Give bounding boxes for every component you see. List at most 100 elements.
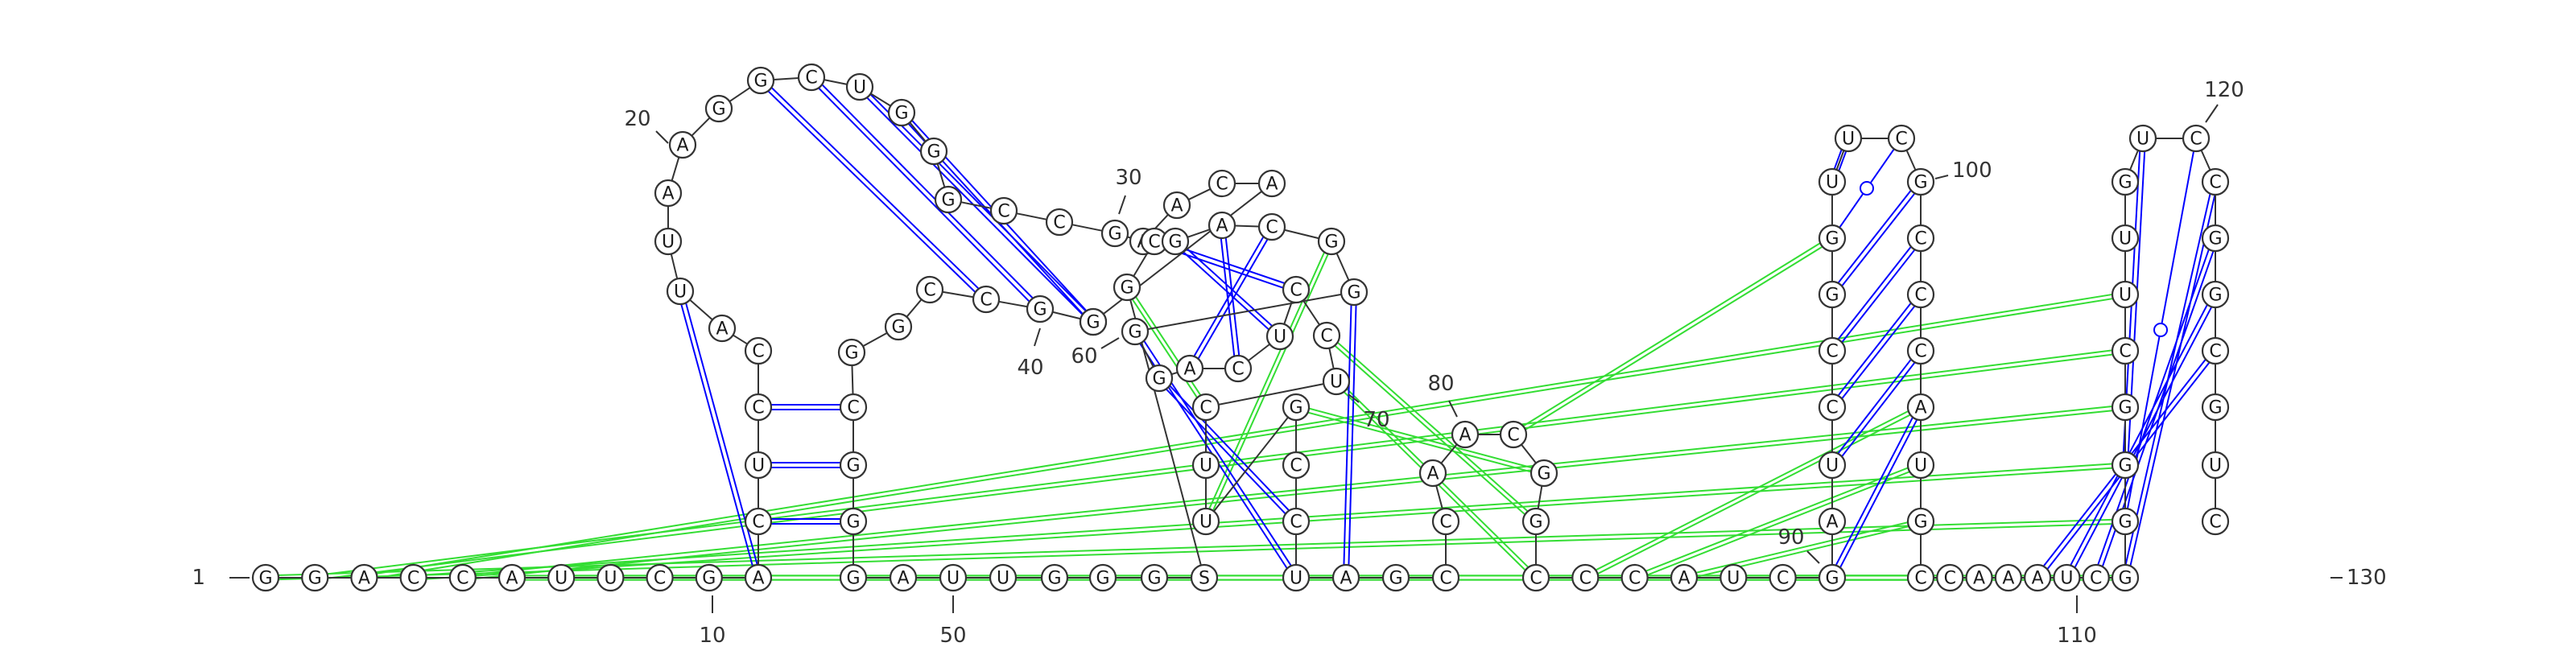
nucleotide-letter-81: C <box>1507 426 1519 446</box>
nucleotide-letter-98: U <box>1842 130 1855 150</box>
nucleotide-letter-18: U <box>662 233 675 253</box>
nucleotide-77: C <box>1431 563 1460 592</box>
backbone-segment-38 <box>942 290 974 299</box>
nucleotide-118: C <box>2111 336 2140 365</box>
nucleotide-letter-125: G <box>2208 229 2222 249</box>
nucleotide-123: C <box>2182 124 2211 153</box>
nucleotide-letter-12: C <box>752 513 764 533</box>
nucleotide-circle-103 <box>1906 336 1935 365</box>
base-pair-93-102-a <box>1841 305 1916 399</box>
nucleotide-circle-55 <box>1161 227 1190 256</box>
nucleotide-circle-16 <box>708 314 737 343</box>
number-label-90: 90 <box>1777 525 1804 550</box>
nucleotide-circle-2 <box>301 563 329 592</box>
nucleotide-109: A <box>1965 563 1993 592</box>
nucleotide-circle-20 <box>668 130 697 159</box>
nucleotide-103: C <box>1906 336 1935 365</box>
nucleotide-17: U <box>666 277 695 306</box>
nucleotide-letter-106: G <box>1913 513 1927 533</box>
nucleotide-circle-40 <box>884 312 913 341</box>
nucleotide-letter-85: C <box>1579 569 1591 589</box>
nucleotide-circle-124 <box>2201 167 2230 196</box>
nucleotide-50: G <box>1088 563 1117 592</box>
nucleotide-48: U <box>989 563 1018 592</box>
nucleotide-letter-11: A <box>752 569 764 589</box>
nucleotide-circle-5 <box>448 563 477 592</box>
nucleotide-56: A <box>1208 211 1236 240</box>
tertiary-interaction-1-115-b <box>265 518 2125 577</box>
nucleotide-letter-46: A <box>897 569 909 589</box>
nucleotide-42: C <box>839 393 868 422</box>
nucleotide-letter-121: G <box>2118 173 2132 193</box>
nucleotide-circle-39 <box>915 275 944 304</box>
nucleotide-9: C <box>646 563 674 592</box>
nucleotide-letter-115: G <box>2118 513 2132 533</box>
nucleotide-circle-101 <box>1906 224 1935 253</box>
nucleotide-88: U <box>1719 563 1748 592</box>
nucleotide-letter-42: C <box>847 398 859 418</box>
nucleotide-circle-48 <box>989 563 1018 592</box>
nucleotide-circle-110 <box>1994 563 2022 592</box>
nucleotide-95: G <box>1818 280 1847 309</box>
nucleotide-circle-33 <box>1208 169 1236 198</box>
nucleotide-letter-24: U <box>853 78 866 98</box>
tertiary-interaction-85-104-a <box>1586 408 1922 581</box>
nucleotide-47: U <box>939 563 968 592</box>
base-pair-90-104-b <box>1835 417 1913 566</box>
nucleotide-circle-93 <box>1818 393 1847 422</box>
backbone-segment-22 <box>773 77 799 80</box>
nucleotide-63: C <box>1224 354 1253 383</box>
nucleotide-letter-80: A <box>1459 426 1471 446</box>
nucleotide-letter-84: C <box>1530 569 1542 589</box>
nucleotide-letter-87: A <box>1678 569 1690 589</box>
nucleotide-letter-62: A <box>1183 360 1195 380</box>
nucleotide-30: G <box>1100 219 1129 248</box>
backbone-segment-61 <box>1170 371 1179 376</box>
nucleotide-letter-94: C <box>1826 342 1838 362</box>
nucleotide-44: G <box>839 507 868 536</box>
backbone-segment-82 <box>1537 485 1543 509</box>
nucleotide-52: S <box>1190 563 1219 592</box>
nucleotide-letter-101: C <box>1914 229 1926 249</box>
nucleotide-67: U <box>1322 367 1351 396</box>
nucleotide-1: G <box>251 563 280 592</box>
nucleotide-26: G <box>919 137 948 166</box>
tertiary-interaction-66-83-a <box>1324 336 1535 524</box>
number-label-110: 110 <box>2057 624 2097 648</box>
base-pair-90-104-a <box>1839 419 1918 568</box>
nucleotide-letter-112: U <box>2060 569 2073 589</box>
nucleotide-letter-55: G <box>1168 233 1182 253</box>
backbone-segment-56 <box>1234 224 1260 228</box>
nucleotide-circle-62 <box>1175 354 1204 383</box>
base-pair-95-100-a <box>1841 192 1916 286</box>
nucleotide-108: C <box>1936 563 1964 592</box>
nucleotide-circle-34 <box>1257 169 1286 198</box>
nucleotide-129: U <box>2201 451 2230 480</box>
nucleotide-circle-64 <box>1265 322 1294 351</box>
number-label-70: 70 <box>1363 408 1389 432</box>
backbone-segment-79 <box>1440 443 1458 464</box>
nucleotide-80: A <box>1451 420 1480 449</box>
number-label-20: 20 <box>624 107 650 131</box>
nucleotide-letter-60: G <box>1128 323 1141 343</box>
nucleotide-letter-57: C <box>1265 218 1278 238</box>
backbone-segment-58 <box>1335 253 1350 281</box>
nucleotide-circle-66 <box>1312 321 1341 350</box>
nucleotide-letter-64: U <box>1274 327 1286 348</box>
nucleotide-letter-70: U <box>1199 513 1212 533</box>
base-pair-55-64-a <box>1183 251 1269 331</box>
nucleotide-13: U <box>744 451 773 480</box>
tertiary-interaction-5-117-b <box>462 404 2125 577</box>
number-label-1: 1 <box>192 566 205 590</box>
nucleotide-68: C <box>1191 393 1220 422</box>
nucleotide-letter-120: U <box>2119 229 2132 249</box>
nucleotide-circle-46 <box>889 563 918 592</box>
nucleotide-circle-107 <box>1906 563 1935 592</box>
nucleotide-circle-26 <box>919 137 948 166</box>
nucleotide-letter-48: U <box>997 569 1009 589</box>
nucleotide-circle-71 <box>1282 393 1311 422</box>
nucleotide-104: A <box>1906 393 1935 422</box>
backbone-segment-57 <box>1284 229 1319 240</box>
nucleotide-circle-92 <box>1818 451 1847 480</box>
nucleotide-114: G <box>2111 563 2140 592</box>
